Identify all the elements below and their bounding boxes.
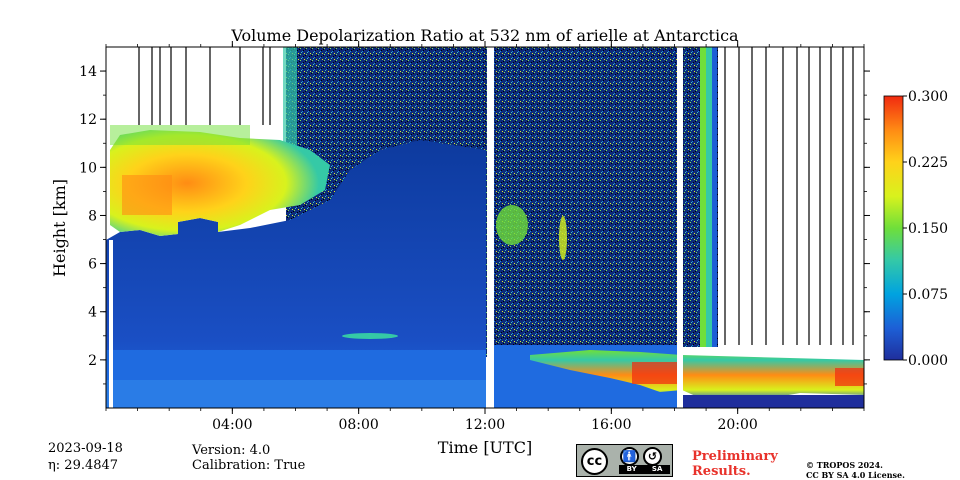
- boundary-layer-bottom: [106, 380, 486, 408]
- date-label: 2023-09-18: [48, 441, 123, 456]
- data-gap-1: [487, 47, 494, 408]
- y-axis: 2 4 6 8 10 12 14: [79, 64, 870, 385]
- copyright-line-1: © TROPOS 2024.: [806, 460, 883, 470]
- column-band-3: [712, 47, 717, 347]
- license-strip: BY SA: [619, 465, 670, 474]
- x-tick-label: 04:00: [212, 417, 252, 433]
- column-band-1: [700, 47, 706, 347]
- low-layer-bottom-right: [682, 395, 864, 408]
- cirrus-core: [122, 175, 172, 215]
- colorbar-tick-label: 0.225: [908, 155, 948, 171]
- y-tick-label: 12: [79, 112, 97, 128]
- x-tick-label: 20:00: [717, 417, 757, 433]
- colorbar-tick-label: 0.075: [908, 287, 948, 303]
- transition-band: [283, 47, 297, 167]
- left-edge-gap: [109, 240, 113, 408]
- cc-license-badge: cc 🚹 ↺ BY SA: [576, 444, 673, 477]
- thin-layer-08utc: [342, 333, 398, 339]
- by-person-icon: 🚹: [620, 447, 639, 466]
- data-gap-2: [677, 47, 683, 408]
- cirrus-upper: [110, 125, 250, 145]
- preliminary-line-2: Results.: [692, 464, 751, 479]
- colorbar-tick-label: 0.150: [908, 221, 948, 237]
- heatmap-area: [106, 47, 864, 408]
- y-tick-label: 6: [88, 257, 97, 273]
- colorbar-tick-label: 0.000: [908, 353, 948, 369]
- colorbar-tick-label: 0.300: [908, 89, 948, 105]
- copyright-line-2: CC BY SA 4.0 License.: [806, 470, 905, 480]
- y-tick-label: 2: [88, 353, 97, 369]
- low-layer-right-hot: [835, 368, 864, 386]
- sa-label: SA: [651, 465, 663, 473]
- cloud-fragment-1330: [559, 216, 567, 260]
- preliminary-line-1: Preliminary: [692, 449, 778, 464]
- sa-share-icon: ↺: [643, 447, 662, 466]
- chart-title: Volume Depolarization Ratio at 532 nm of…: [230, 26, 739, 45]
- y-tick-label: 10: [79, 160, 97, 176]
- y-tick-label: 14: [79, 64, 97, 80]
- calibration-label: Calibration: True: [192, 458, 306, 473]
- low-depolarizing-layer: [530, 350, 864, 400]
- x-tick-label: 16:00: [591, 417, 631, 433]
- cloud-fragment-1230: [496, 205, 528, 245]
- column-band-2: [706, 47, 712, 347]
- colorbar: [883, 95, 904, 361]
- x-tick-label: 08:00: [338, 417, 378, 433]
- noise-region-left: [106, 47, 286, 132]
- boundary-layer-left: [106, 140, 486, 408]
- eta-label: η: 29.4847: [48, 458, 119, 473]
- y-axis-label: Height [km]: [50, 179, 69, 277]
- x-axis-label: Time [UTC]: [438, 438, 532, 457]
- y-tick-label: 8: [88, 208, 97, 224]
- y-tick-label: 4: [88, 305, 97, 321]
- version-label: Version: 4.0: [192, 443, 271, 458]
- colorbar-ticks: 0.000 0.075 0.150 0.225 0.300: [903, 89, 948, 369]
- by-label: BY: [626, 465, 637, 473]
- sparse-profile-lines: [138, 47, 854, 345]
- x-axis: 04:00 08:00 12:00 16:00 20:00: [105, 41, 865, 433]
- cc-icon: cc: [581, 448, 608, 475]
- x-tick-label: 12:00: [465, 417, 505, 433]
- low-layer-hotspot: [632, 362, 677, 384]
